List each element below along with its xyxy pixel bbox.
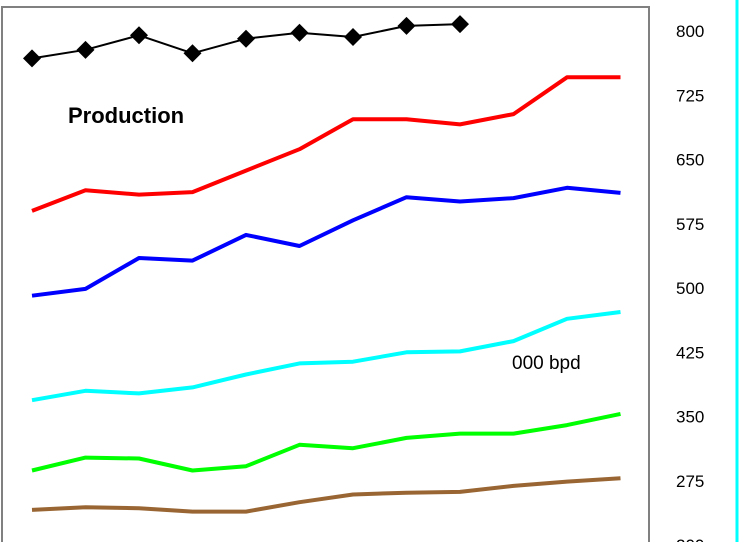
series-point-marker	[23, 49, 41, 68]
series-point-marker	[76, 40, 95, 59]
y-tick-label: 275	[676, 472, 704, 491]
series-point-marker	[290, 23, 309, 42]
y-tick-label: 725	[676, 86, 704, 105]
y-axis-tick-labels: 800 725 650 575 500 425 350 275 200	[676, 22, 704, 542]
series-point-marker	[344, 27, 362, 46]
y-tick-label: 500	[676, 279, 704, 298]
series-point-marker	[130, 26, 148, 45]
series-layer	[23, 15, 621, 514]
y-tick-label: 650	[676, 151, 704, 170]
y-tick-label: 575	[676, 215, 704, 234]
y-tick-label: 200	[676, 536, 704, 542]
plot-area	[1, 6, 650, 542]
series-line	[31, 185, 621, 298]
series-point-marker	[183, 44, 202, 63]
series-line	[31, 476, 621, 514]
chart-title: Production	[68, 103, 184, 128]
series-line	[31, 411, 621, 473]
series-point-marker	[397, 16, 416, 35]
unit-label: 000 bpd	[512, 353, 581, 374]
series-point-marker	[451, 15, 469, 34]
series-line	[31, 75, 621, 213]
y-tick-label: 425	[676, 343, 704, 362]
y-tick-label: 350	[676, 408, 704, 427]
series-point-marker	[237, 29, 255, 48]
series-line	[31, 310, 621, 403]
y-tick-label: 800	[676, 22, 704, 41]
